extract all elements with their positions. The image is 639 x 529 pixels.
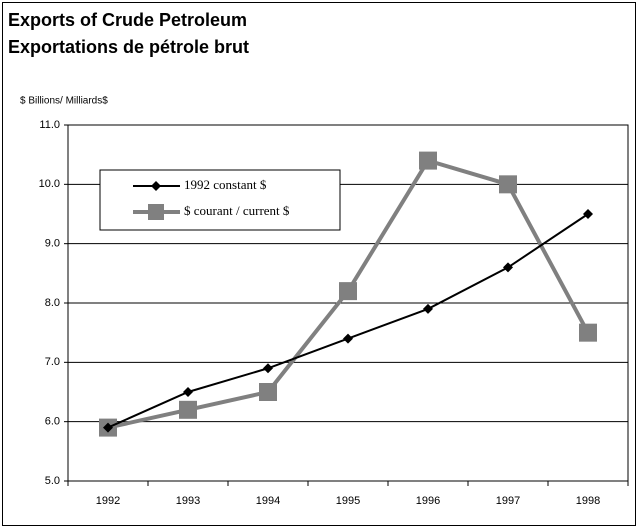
legend [99, 169, 341, 231]
legend-marker [148, 204, 164, 220]
y-tick-label: 5.0 [45, 475, 60, 487]
point [583, 209, 593, 219]
y-tick-label: 10.0 [39, 178, 60, 190]
y-tick-label: 11.0 [39, 119, 60, 131]
x-tick-label: 1994 [256, 495, 280, 507]
y-tick-label: 8.0 [45, 297, 60, 309]
x-tick-label: 1998 [576, 495, 600, 507]
point [503, 262, 513, 273]
plot-border [67, 124, 629, 482]
point [419, 151, 437, 170]
x-tick-label: 1997 [496, 495, 520, 507]
legend-label: 1992 constant $ [184, 177, 267, 192]
chart-title: Exports of Crude Petroleum [8, 10, 247, 30]
point [499, 175, 517, 194]
point [103, 422, 113, 433]
series-line [107, 213, 589, 429]
y-tick-label: 7.0 [45, 356, 60, 368]
legend-label: $ courant / current $ [184, 203, 290, 218]
x-tick-label: 1992 [96, 495, 120, 507]
point [263, 363, 273, 374]
x-tick-label: 1993 [176, 495, 200, 507]
y-tick-label: 6.0 [45, 416, 60, 428]
legend-marker [151, 181, 161, 191]
point [259, 383, 277, 401]
point [179, 400, 197, 419]
x-tick-label: 1996 [416, 495, 440, 507]
point [343, 333, 353, 344]
point [183, 387, 193, 397]
y-tick-label: 9.0 [45, 238, 60, 250]
chart-subtitle: Exportations de pétrole brut [8, 37, 249, 57]
x-tick-label: 1995 [336, 495, 360, 507]
point [423, 303, 433, 314]
y-axis-label: $ Billions/ Milliards$ [20, 96, 108, 107]
point [339, 282, 357, 301]
point [579, 323, 597, 342]
